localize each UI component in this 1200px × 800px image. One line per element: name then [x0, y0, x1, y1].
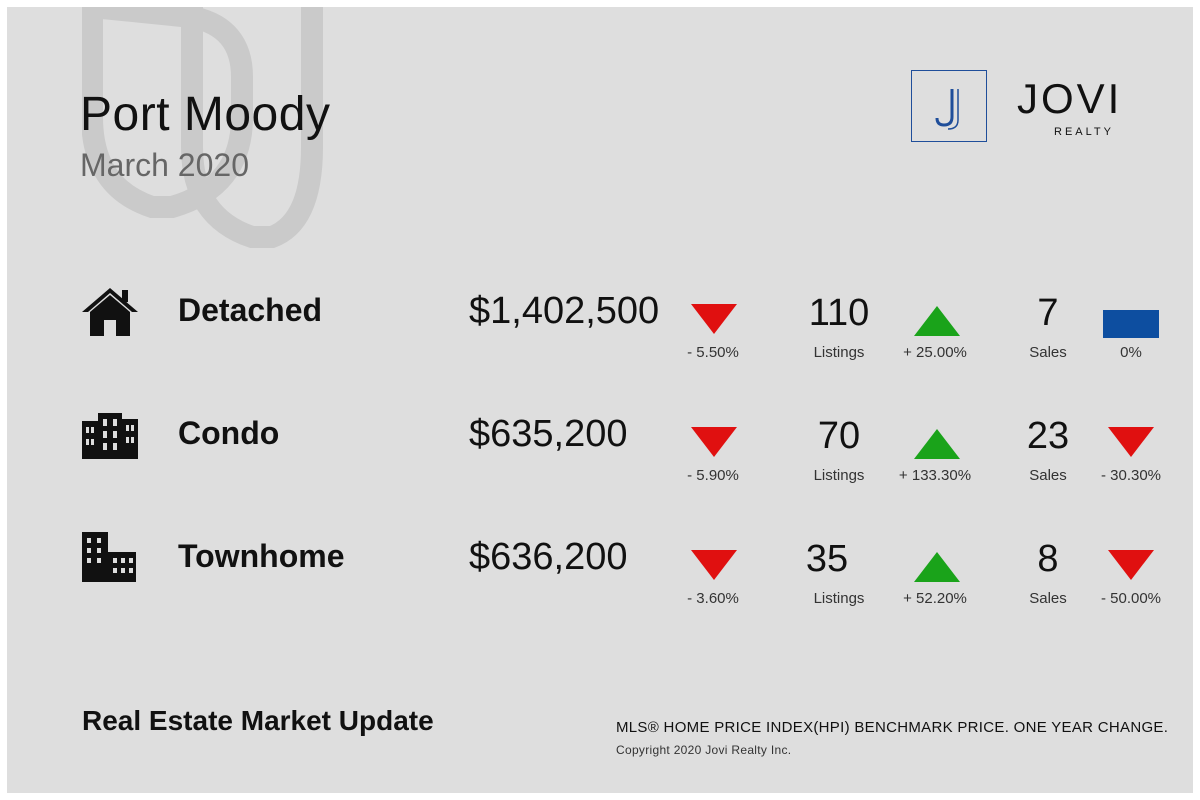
- sales-label: Sales: [1029, 467, 1067, 484]
- market-update-card: Port Moody March 2020 JOVI REALTY Detach…: [7, 7, 1193, 793]
- sales-change: - 50.00%: [1100, 590, 1162, 607]
- up-arrow-icon: [914, 552, 960, 582]
- sales-change: - 30.30%: [1100, 467, 1162, 484]
- page-title: Port Moody: [80, 88, 331, 141]
- benchmark-price: $636,200: [469, 536, 628, 578]
- sales-count: 7: [1037, 292, 1059, 334]
- sales-label: Sales: [1029, 590, 1067, 607]
- listings-change: + 133.30%: [898, 467, 972, 484]
- down-arrow-icon: [1108, 427, 1154, 457]
- down-arrow-icon: [691, 427, 737, 457]
- house-icon: [82, 288, 138, 336]
- sales-count: 8: [1037, 538, 1059, 580]
- footer-title: Real Estate Market Update: [82, 705, 434, 736]
- property-row-detached: Detached $1,402,500 - 5.50% 110 Listings…: [7, 284, 1193, 384]
- price-change: - 3.60%: [687, 590, 739, 607]
- logo-name: JOVI: [1017, 75, 1123, 122]
- jovi-logo-mark: [911, 70, 987, 142]
- watermark-logo-icon: [82, 7, 323, 248]
- price-change: - 5.90%: [687, 467, 739, 484]
- listings-count: 35: [805, 538, 849, 580]
- sales-label: Sales: [1029, 344, 1067, 361]
- property-row-townhome: Townhome $636,200 - 3.60% 35 Listings + …: [7, 530, 1193, 630]
- footer-note: MLS® HOME PRICE INDEX(HPI) BENCHMARK PRI…: [616, 719, 1169, 736]
- down-arrow-icon: [1108, 550, 1154, 580]
- benchmark-price: $635,200: [469, 413, 628, 455]
- property-type-label: Detached: [178, 292, 323, 328]
- sales-change: 0%: [1120, 344, 1142, 361]
- down-arrow-icon: [691, 550, 737, 580]
- no-change-indicator-icon: [1103, 310, 1159, 338]
- price-change: - 5.50%: [687, 344, 739, 361]
- listings-change: + 25.00%: [903, 344, 967, 361]
- benchmark-price: $1,402,500: [469, 290, 660, 332]
- sales-count: 23: [1026, 415, 1070, 457]
- logo-subtitle: REALTY: [1054, 126, 1114, 138]
- listings-label: Listings: [813, 344, 865, 361]
- condo-building-icon: [82, 413, 138, 459]
- up-arrow-icon: [914, 306, 960, 336]
- townhome-building-icon: [82, 532, 136, 582]
- property-type-label: Condo: [178, 415, 280, 451]
- listings-label: Listings: [813, 590, 865, 607]
- j-monogram-icon: [935, 89, 959, 130]
- up-arrow-icon: [914, 429, 960, 459]
- listings-label: Listings: [813, 467, 865, 484]
- listings-count: 70: [817, 415, 861, 457]
- copyright-text: Copyright 2020 Jovi Realty Inc.: [616, 743, 792, 757]
- property-type-label: Townhome: [178, 538, 345, 574]
- page-subtitle: March 2020: [80, 147, 249, 183]
- listings-change: + 52.20%: [903, 590, 967, 607]
- property-row-condo: Condo $635,200 - 5.90% 70 Listings + 133…: [7, 407, 1193, 507]
- listings-count: 110: [808, 292, 870, 334]
- down-arrow-icon: [691, 304, 737, 334]
